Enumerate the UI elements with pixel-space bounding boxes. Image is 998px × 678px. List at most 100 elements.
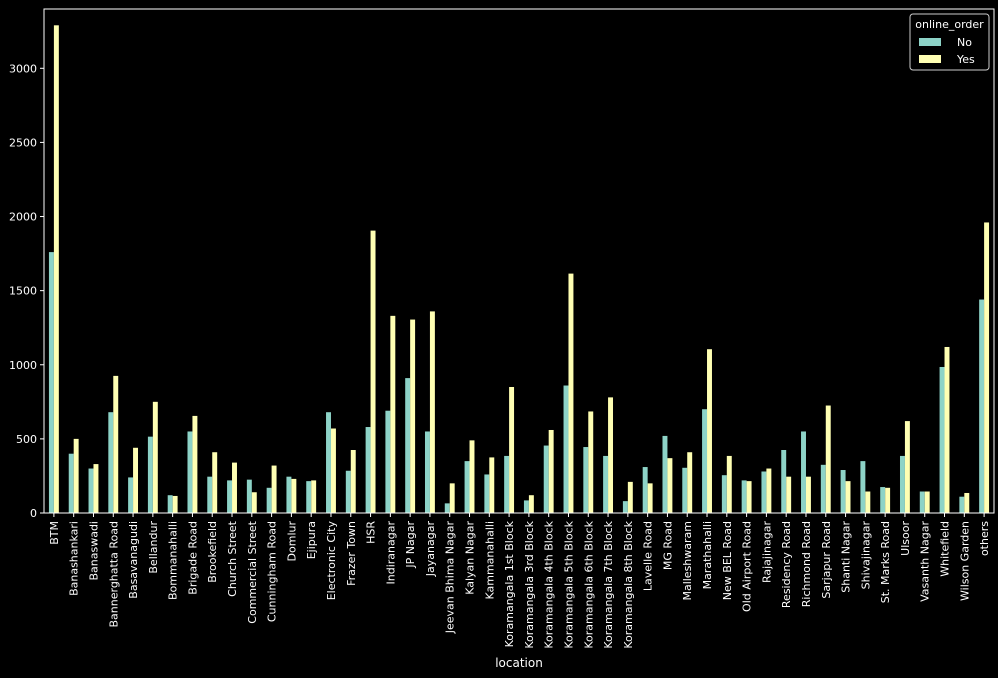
bar-yes-koramangala-7th-block [608, 397, 614, 513]
x-tick-label: Indiranagar [384, 521, 397, 585]
bar-yes-lavelle-road [647, 483, 653, 513]
x-axis: BTM Banashankari Banaswadi Bannerghatta Roa… [48, 513, 991, 649]
x-tick-label: Marathahalli [701, 521, 714, 589]
x-tick-label: Basavanagudi [127, 521, 140, 599]
bar-no-koramangala-3rd-block [523, 500, 529, 513]
bar-yes-brigade-road [192, 415, 198, 513]
bar-yes-btm [53, 25, 59, 514]
bars-layer [48, 25, 990, 514]
bar-no-whitefield [939, 366, 945, 513]
bar-no-hsr [365, 427, 371, 513]
bar-yes-bommanahalli [172, 495, 178, 513]
bar-no-frazer-town [345, 470, 351, 513]
bar-no-koramangala-1st-block [504, 455, 510, 513]
x-tick-label: Ulsoor [899, 521, 912, 556]
bar-no-shivajinagar [860, 461, 866, 513]
bar-yes-hsr [370, 230, 376, 514]
legend: online_order No Yes [909, 13, 990, 71]
bar-yes-ejipura [311, 480, 317, 513]
bar-yes-kalyan-nagar [469, 440, 475, 513]
bar-yes-jp-nagar [410, 319, 416, 513]
bar-no-mg-road [662, 435, 668, 513]
x-tick-label: Bannerghatta Road [107, 521, 120, 628]
x-tick-label: Banaswadi [87, 521, 100, 581]
legend-swatch-no [919, 38, 941, 46]
bar-no-st-marks-road [880, 487, 886, 513]
bar-no-cunningham-road [266, 487, 272, 513]
x-tick-label: Lavelle Road [642, 521, 655, 591]
bar-yes-bannerghatta-road [113, 375, 119, 513]
bar-yes-church-street [232, 462, 237, 513]
x-tick-label: Brigade Road [186, 521, 199, 595]
bar-no-kammanahalli [484, 474, 490, 513]
y-tick-label: 2000 [9, 211, 37, 224]
x-tick-label: Richmond Road [800, 521, 813, 607]
bar-no-residency-road [781, 450, 787, 513]
x-tick-label: Ejipura [305, 521, 318, 559]
x-tick-label: others [978, 521, 991, 556]
bar-yes-basavanagudi [133, 447, 139, 513]
bar-no-electronic-city [326, 412, 331, 513]
bar-yes-vasanth-nagar [924, 491, 930, 513]
bar-no-church-street [227, 480, 233, 513]
x-tick-label: MG Road [661, 521, 674, 570]
bar-yes-residency-road [786, 476, 792, 513]
y-tick-label: 3000 [9, 62, 37, 75]
x-axis-label: location [495, 656, 543, 670]
x-tick-label: JP Nagar [404, 521, 417, 569]
x-tick-label: Koramangala 1st Block [503, 520, 516, 647]
x-tick-label: Shivajinagar [859, 521, 872, 590]
bar-yes-koramangala-1st-block [509, 387, 515, 513]
bar-yes-wilson-garden [964, 492, 970, 513]
x-tick-label: Electronic City [325, 521, 338, 601]
x-tick-label: Koramangala 4th Block [543, 520, 556, 648]
bar-yes-jeevan-bhima-nagar [449, 483, 455, 513]
bar-no-kalyan-nagar [464, 461, 470, 513]
x-tick-label: Wilson Garden [958, 521, 971, 601]
bar-yes-shanti-nagar [845, 481, 851, 513]
bar-yes-kammanahalli [489, 457, 495, 513]
x-tick-label: Koramangala 6th Block [582, 520, 595, 648]
bar-no-ejipura [306, 481, 312, 513]
bar-no-bannerghatta-road [108, 412, 114, 513]
x-tick-label: Shanti Nagar [840, 521, 853, 593]
bar-yes-banashankari [73, 438, 79, 513]
x-tick-label: Koramangala 5th Block [562, 520, 575, 648]
bar-yes-shivajinagar [865, 491, 871, 513]
bar-no-marathahalli [702, 409, 708, 513]
bar-no-banashankari [68, 453, 74, 513]
bar-no-koramangala-7th-block [603, 455, 609, 513]
x-tick-label: Whitefield [939, 521, 952, 577]
bar-no-malleshwaram [682, 467, 688, 513]
bar-yes-mg-road [667, 458, 673, 513]
y-tick-label: 2500 [9, 136, 37, 149]
bar-yes-whitefield [944, 346, 950, 513]
x-tick-label: Vasanth Nagar [919, 521, 932, 602]
bar-yes-sarjapur-road [825, 405, 831, 513]
bar-no-commercial-street [246, 479, 252, 513]
bar-no-domlur [286, 476, 292, 513]
bar-no-koramangala-6th-block [583, 447, 589, 513]
bar-no-koramangala-4th-block [543, 445, 549, 513]
x-tick-label: Malleshwaram [681, 521, 694, 601]
bar-yes-domlur [291, 478, 297, 513]
bar-yes-richmond-road [805, 476, 811, 513]
bar-no-ulsoor [899, 455, 905, 513]
x-tick-label: Kammanahalli [483, 521, 496, 600]
x-tick-label: Sarjapur Road [820, 521, 833, 599]
bar-no-brigade-road [187, 431, 193, 513]
bar-yes-koramangala-3rd-block [528, 495, 534, 513]
x-tick-label: Domlur [285, 521, 298, 562]
bar-no-sarjapur-road [820, 464, 826, 513]
x-tick-label: HSR [365, 521, 378, 544]
bar-yes-new-bel-road [726, 455, 732, 513]
legend-label-no: No [957, 36, 972, 49]
bar-no-koramangala-5th-block [563, 385, 569, 513]
legend-label-yes: Yes [956, 53, 975, 66]
x-tick-label: Bellandur [147, 521, 160, 574]
bar-no-btm [48, 252, 54, 513]
y-tick-label: 1000 [9, 359, 37, 372]
x-tick-label: Frazer Town [345, 521, 358, 586]
